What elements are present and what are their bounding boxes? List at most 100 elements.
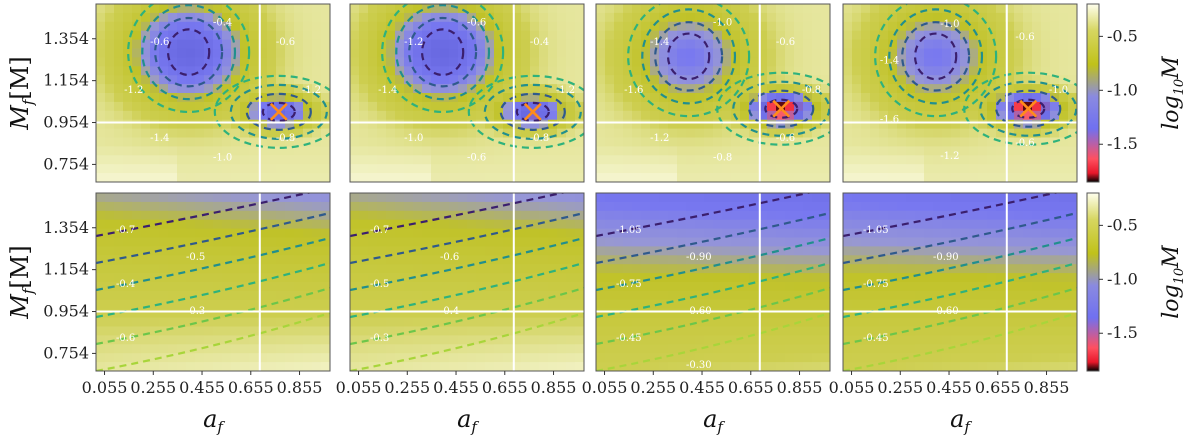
heatmap-cell (449, 317, 459, 328)
contour-line (96, 211, 330, 265)
heatmap-cell (978, 137, 988, 147)
heatmap-cell (440, 48, 450, 58)
heatmap-cell (548, 119, 558, 130)
heatmap-cell (1014, 193, 1024, 203)
heatmap-cell (767, 335, 777, 345)
heatmap-cell (1032, 308, 1042, 319)
heatmap-cell (395, 237, 405, 247)
heatmap-cell (312, 219, 322, 230)
heatmap-cell (530, 21, 540, 32)
heatmap-cell (431, 173, 441, 182)
heatmap-cell (861, 326, 871, 336)
heatmap-cell (512, 101, 522, 112)
heatmap-cell (1023, 201, 1033, 212)
heatmap-cell (458, 246, 468, 256)
heatmap-cell (897, 228, 907, 239)
heatmap-cell (861, 155, 871, 165)
heatmap-cell (359, 57, 369, 67)
heatmap-cell (359, 273, 369, 283)
heatmap-cell (368, 299, 378, 310)
heatmap-cell (978, 201, 988, 212)
heatmap-cell (812, 12, 822, 23)
heatmap-cell (740, 84, 750, 94)
heatmap-cell (485, 119, 495, 130)
heatmap-cell (512, 173, 522, 182)
heatmap-cell (249, 273, 259, 283)
heatmap-cell (204, 173, 214, 182)
heatmap-cell (1068, 273, 1077, 283)
heatmap-cell (861, 308, 871, 319)
heatmap-cell (605, 84, 615, 94)
heatmap-cell (623, 362, 633, 371)
heatmap-cell (758, 93, 768, 103)
heatmap-cell (704, 193, 714, 203)
heatmap-cell (467, 164, 477, 174)
heatmap-cell (177, 255, 187, 265)
heatmap-cell (195, 155, 205, 165)
heatmap-cell (276, 137, 286, 147)
heatmap-cell (731, 39, 741, 50)
heatmap-cell (870, 12, 880, 23)
heatmap-cell (632, 308, 642, 319)
heatmap-cell (240, 317, 250, 328)
heatmap-cell (704, 75, 714, 85)
heatmap-cell (888, 308, 898, 319)
heatmap-cell (686, 155, 696, 165)
heatmap-cell (632, 362, 642, 371)
heatmap-cell (960, 210, 970, 221)
heatmap-cell (114, 75, 124, 85)
heatmap-cell (413, 246, 423, 256)
heatmap-cell (785, 21, 795, 32)
heatmap-cell (749, 21, 759, 32)
heatmap-cell (695, 110, 705, 121)
heatmap-cell (668, 353, 678, 363)
heatmap-cell (276, 353, 286, 363)
heatmap-cell (852, 246, 862, 256)
heatmap-cell (222, 228, 232, 239)
heatmap-cell (312, 30, 322, 41)
heatmap-cell (413, 137, 423, 147)
heatmap-cell (575, 48, 584, 58)
heatmap-cell (731, 4, 741, 14)
heatmap-cell (1023, 362, 1033, 371)
heatmap-cell (440, 335, 450, 345)
heatmap-cell (213, 164, 223, 174)
heatmap-cell (731, 21, 741, 32)
heatmap-cell (803, 75, 813, 85)
heatmap-cell (740, 101, 750, 112)
heatmap-cell (812, 362, 822, 371)
heatmap-cell (686, 282, 696, 292)
heatmap-cell (596, 201, 606, 212)
x-tick-label: 0.255 (130, 378, 176, 397)
heatmap-cell (1059, 137, 1069, 147)
heatmap-cell (933, 201, 943, 212)
heatmap-cell (996, 128, 1006, 139)
heatmap-cell (767, 93, 777, 103)
heatmap-cell (605, 101, 615, 112)
heatmap-cell (222, 353, 232, 363)
heatmap-cell (222, 4, 232, 14)
heatmap-cell (659, 344, 669, 354)
heatmap-cell (458, 344, 468, 354)
heatmap-cell (105, 173, 115, 182)
heatmap-cell (530, 12, 540, 23)
heatmap-cell (150, 264, 160, 274)
heatmap-cell (294, 57, 304, 67)
heatmap-cell (897, 93, 907, 103)
heatmap-cell (566, 128, 576, 139)
heatmap-cell (204, 57, 214, 67)
heatmap-cell (485, 146, 495, 156)
heatmap-cell (141, 237, 151, 247)
heatmap-cell (1014, 57, 1024, 67)
heatmap-cell (668, 128, 678, 139)
heatmap-cell (512, 308, 522, 319)
heatmap-cell (557, 282, 567, 292)
heatmap-cell (1068, 173, 1077, 182)
heatmap-cell (467, 21, 477, 32)
heatmap-cell (870, 128, 880, 139)
heatmap-cell (704, 119, 714, 130)
heatmap-cell (758, 164, 768, 174)
heatmap-cell (449, 308, 459, 319)
heatmap-cell (449, 264, 459, 274)
heatmap-cell (359, 326, 369, 336)
